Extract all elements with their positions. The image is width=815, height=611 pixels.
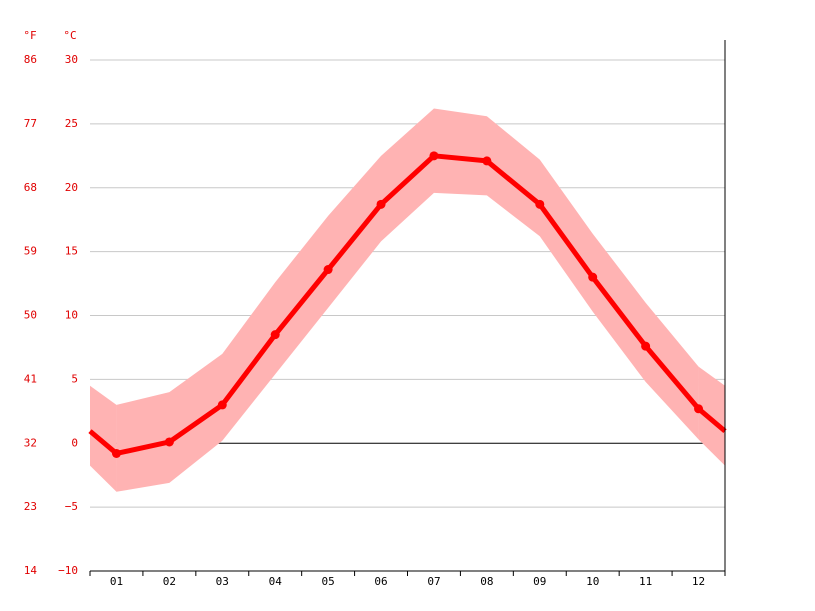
line-wrap — [88, 429, 119, 456]
x-tick-label: 09 — [533, 575, 546, 588]
x-tick-label: 01 — [110, 575, 123, 588]
point — [482, 156, 492, 166]
y-tick-label: 15 — [65, 245, 78, 258]
y2-tick-label: 41 — [24, 372, 37, 385]
point — [270, 330, 280, 340]
y2-tick-label: 77 — [24, 117, 37, 130]
range-band — [116, 108, 699, 492]
point — [164, 437, 174, 447]
y-tick-label: −5 — [65, 500, 78, 513]
point — [217, 400, 227, 410]
x-tick-label: 06 — [374, 575, 387, 588]
mean-line — [115, 153, 701, 456]
y-tick-label: −10 — [58, 564, 78, 577]
y-tick-label: 25 — [65, 117, 78, 130]
x-tick-label: 12 — [692, 575, 705, 588]
y2-tick-label: 50 — [24, 309, 37, 322]
y-tick-label: 20 — [65, 181, 78, 194]
y-unit: °C — [63, 29, 76, 42]
x-tick-label: 02 — [163, 575, 176, 588]
y2-tick-label: 68 — [24, 181, 37, 194]
y-tick-label: 10 — [65, 309, 78, 322]
x-tick-label: 10 — [586, 575, 599, 588]
point — [588, 272, 598, 282]
y-tick-label: 0 — [71, 436, 78, 449]
point — [376, 199, 386, 209]
point — [535, 199, 545, 209]
y2-tick-label: 32 — [24, 436, 37, 449]
point — [641, 341, 651, 351]
point — [429, 151, 439, 161]
range-band-wrap — [90, 385, 117, 492]
y2-unit: °F — [23, 29, 36, 42]
point — [694, 404, 704, 414]
y2-tick-label: 23 — [24, 500, 37, 513]
x-tick-label: 03 — [216, 575, 229, 588]
point — [323, 265, 333, 275]
point — [111, 448, 121, 458]
y2-tick-label: 14 — [24, 564, 38, 577]
y2-tick-label: 59 — [24, 245, 37, 258]
y-tick-label: 30 — [65, 53, 78, 66]
range-band-wrap — [698, 366, 725, 466]
x-tick-label: 08 — [480, 575, 493, 588]
y2-tick-label: 86 — [24, 53, 37, 66]
x-tick-label: 07 — [427, 575, 440, 588]
line-wrap — [696, 406, 727, 434]
x-tick-label: 04 — [269, 575, 283, 588]
x-tick-label: 05 — [322, 575, 335, 588]
y-tick-label: 5 — [71, 372, 78, 385]
x-tick-label: 11 — [639, 575, 652, 588]
